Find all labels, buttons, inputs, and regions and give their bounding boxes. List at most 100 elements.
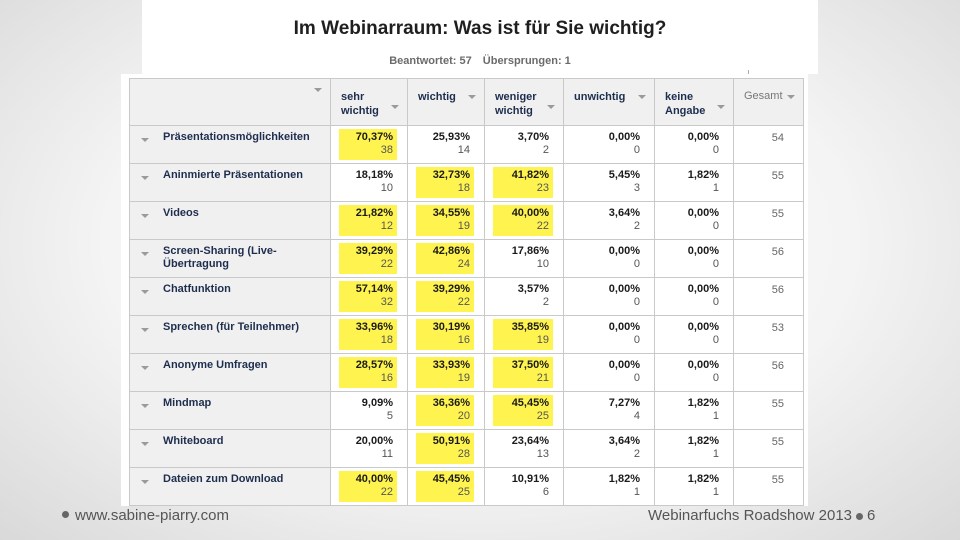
sort-arrow-icon[interactable] <box>638 95 646 99</box>
row-label-cell[interactable]: Videos <box>129 201 331 240</box>
column-header-3[interactable]: unwichtig <box>563 78 655 126</box>
row-label-cell[interactable]: Screen-Sharing (Live-Übertragung <box>129 239 331 278</box>
row-menu-arrow-icon[interactable] <box>141 366 149 370</box>
sort-arrow-icon[interactable] <box>787 95 795 99</box>
row-label-cell[interactable]: Sprechen (für Teilnehmer) <box>129 315 331 354</box>
value-cell: 23,64% 13 <box>484 429 564 468</box>
value-cell: 17,86% 10 <box>484 239 564 278</box>
value-highlight: 25,93% 14 <box>416 129 474 160</box>
value-highlight: 30,19% 16 <box>416 319 474 350</box>
column-header-2[interactable]: weniger wichtig <box>484 78 564 126</box>
row-label: Sprechen (für Teilnehmer) <box>163 321 300 333</box>
value-cell: 30,19% 16 <box>407 315 485 354</box>
sort-arrow-icon[interactable] <box>314 88 322 92</box>
row-label-cell[interactable]: Chatfunktion <box>129 277 331 316</box>
count-value: 1 <box>712 182 719 194</box>
total-value: 56 <box>771 246 784 258</box>
value-highlight: 21,82% 12 <box>339 205 397 236</box>
count-value: 0 <box>712 144 719 156</box>
row-label: Videos <box>163 207 199 219</box>
count-value: 1 <box>712 410 719 422</box>
value-highlight: 41,82% 23 <box>493 167 553 198</box>
percent-value: 0,00% <box>608 131 640 143</box>
row-label-cell[interactable]: Anonyme Umfragen <box>129 353 331 392</box>
survey-header: Im Webinarraum: Was ist für Sie wichtig?… <box>142 0 818 74</box>
row-label-cell[interactable]: Whiteboard <box>129 429 331 468</box>
value-cell: 18,18% 10 <box>330 163 408 202</box>
header-row: sehr wichtig wichtig weniger wichtig unwic… <box>129 78 804 126</box>
value-cell: 45,45% 25 <box>407 467 485 506</box>
count-value: 10 <box>536 258 549 270</box>
sort-arrow-icon[interactable] <box>468 95 476 99</box>
value-highlight: 0,00% 0 <box>572 243 644 274</box>
count-value: 12 <box>380 220 393 232</box>
value-cell: 45,45% 25 <box>484 391 564 430</box>
row-label-cell[interactable]: Präsentationsmöglichkeiten <box>129 125 331 164</box>
count-value: 21 <box>536 372 549 384</box>
value-cell: 9,09% 5 <box>330 391 408 430</box>
value-cell: 10,91% 6 <box>484 467 564 506</box>
value-highlight: 1,82% 1 <box>572 471 644 502</box>
value-highlight: 1,82% 1 <box>663 433 723 464</box>
row-label: Präsentationsmöglichkeiten <box>163 131 310 143</box>
percent-value: 37,50% <box>511 359 549 371</box>
row-menu-arrow-icon[interactable] <box>141 290 149 294</box>
row-menu-arrow-icon[interactable] <box>141 328 149 332</box>
percent-value: 57,14% <box>355 283 393 295</box>
value-cell: 0,00% 0 <box>563 315 655 354</box>
row-label-cell[interactable]: Aninmierte Präsentationen <box>129 163 331 202</box>
row-menu-arrow-icon[interactable] <box>141 176 149 180</box>
total-value: 53 <box>771 322 784 334</box>
column-header-0[interactable]: sehr wichtig <box>330 78 408 126</box>
value-cell: 40,00% 22 <box>330 467 408 506</box>
value-cell: 35,85% 19 <box>484 315 564 354</box>
value-highlight: 1,82% 1 <box>663 471 723 502</box>
value-cell: 0,00% 0 <box>654 125 734 164</box>
value-cell: 40,00% 22 <box>484 201 564 240</box>
value-highlight: 3,57% 2 <box>493 281 553 312</box>
count-value: 0 <box>712 296 719 308</box>
percent-value: 45,45% <box>511 397 549 409</box>
sort-arrow-icon[interactable] <box>717 105 725 109</box>
count-value: 3 <box>633 182 640 194</box>
count-value: 16 <box>380 372 393 384</box>
column-header-total[interactable]: Gesamt <box>733 78 804 126</box>
row-menu-arrow-icon[interactable] <box>141 138 149 142</box>
count-value: 0 <box>712 258 719 270</box>
row-label-header[interactable] <box>129 78 331 126</box>
row-menu-arrow-icon[interactable] <box>141 404 149 408</box>
count-value: 0 <box>712 372 719 384</box>
count-value: 6 <box>542 486 549 498</box>
bullet-dot-icon <box>62 511 69 519</box>
row-menu-arrow-icon[interactable] <box>141 214 149 218</box>
value-highlight: 18,18% 10 <box>339 167 397 198</box>
sort-arrow-icon[interactable] <box>547 105 555 109</box>
value-cell: 1,82% 1 <box>654 391 734 430</box>
value-highlight: 0,00% 0 <box>663 357 723 388</box>
row-menu-arrow-icon[interactable] <box>141 480 149 484</box>
value-highlight: 10,91% 6 <box>493 471 553 502</box>
percent-value: 34,55% <box>432 207 470 219</box>
value-highlight: 33,93% 19 <box>416 357 474 388</box>
row-label-cell[interactable]: Mindmap <box>129 391 331 430</box>
value-highlight: 40,00% 22 <box>493 205 553 236</box>
value-cell: 0,00% 0 <box>654 277 734 316</box>
count-value: 4 <box>633 410 640 422</box>
value-highlight: 0,00% 0 <box>663 129 723 160</box>
percent-value: 3,57% <box>517 283 549 295</box>
total-cell: 53 <box>733 315 804 354</box>
value-cell: 32,73% 18 <box>407 163 485 202</box>
row-menu-arrow-icon[interactable] <box>141 252 149 256</box>
value-highlight: 3,64% 2 <box>572 205 644 236</box>
row-menu-arrow-icon[interactable] <box>141 442 149 446</box>
percent-value: 0,00% <box>687 321 719 333</box>
column-header-1[interactable]: wichtig <box>407 78 485 126</box>
value-cell: 0,00% 0 <box>563 125 655 164</box>
column-header-4[interactable]: keine Angabe <box>654 78 734 126</box>
row-label: Whiteboard <box>163 435 224 447</box>
row-label-cell[interactable]: Dateien zum Download <box>129 467 331 506</box>
value-cell: 0,00% 0 <box>563 239 655 278</box>
percent-value: 35,85% <box>511 321 549 333</box>
percent-value: 0,00% <box>687 207 719 219</box>
sort-arrow-icon[interactable] <box>391 105 399 109</box>
